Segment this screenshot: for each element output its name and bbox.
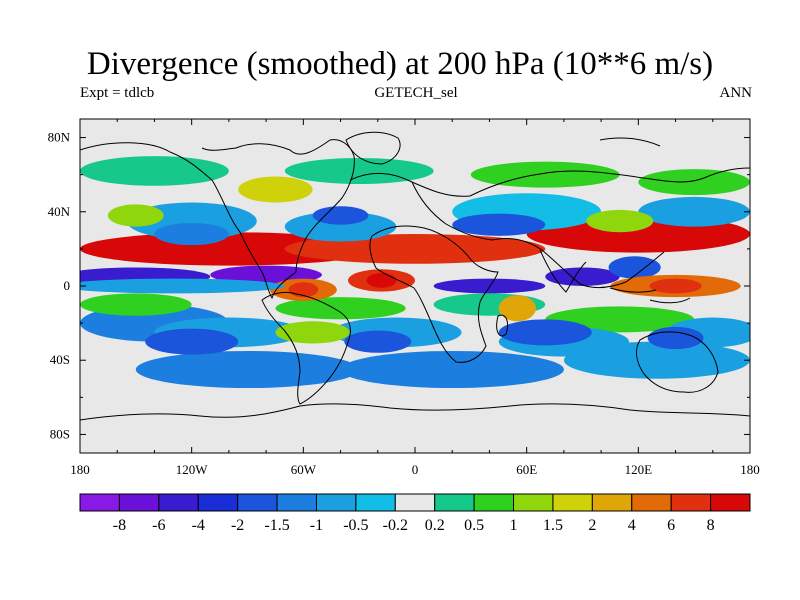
colorbar [79, 493, 751, 512]
colorbar-box [118, 493, 160, 512]
lon-tick-label: 60W [291, 462, 317, 477]
colorbar-level-label: -0.5 [343, 517, 368, 534]
colorbar-level-label: -1.5 [264, 517, 289, 534]
colorbar-box [710, 493, 751, 512]
field-region [145, 328, 239, 355]
colorbar-level-label: 6 [667, 517, 675, 534]
field-region [288, 282, 319, 298]
lat-tick-label: 40S [50, 352, 70, 367]
longitude-labels: 180 120W 60W 0 60E 120E 180 [70, 462, 760, 477]
colorbar-level-label: 0.5 [464, 517, 484, 534]
field-region [107, 204, 164, 227]
lat-tick-label: 0 [64, 278, 71, 293]
experiment-label: Expt = tdlcb [80, 85, 155, 101]
field-region [275, 297, 406, 320]
field-region [135, 350, 360, 389]
field-region [608, 256, 661, 279]
field-region [366, 273, 397, 288]
colorbar-level-label: -4 [192, 517, 205, 534]
lon-tick-label: 120W [176, 462, 209, 477]
colorbar-box [355, 493, 396, 512]
field-region [433, 278, 546, 294]
colorbar-level-label: 0.2 [425, 517, 445, 534]
colorbar-level-label: 1 [510, 517, 518, 534]
colorbar-box [591, 493, 633, 512]
lon-tick-label: 180 [740, 462, 760, 477]
field-region [649, 278, 702, 294]
field-region [284, 234, 546, 264]
field-region [340, 350, 564, 389]
lon-tick-label: 180 [70, 462, 90, 477]
plot-title: Divergence (smoothed) at 200 hPa (10**6 … [86, 46, 714, 82]
field-region [154, 222, 229, 246]
field-region [80, 156, 229, 186]
field-region [284, 211, 397, 242]
colorbar-level-label: -0.2 [383, 517, 408, 534]
field-region [638, 196, 750, 227]
colorbar-box [473, 493, 515, 512]
colorbar-level-label: -6 [152, 517, 165, 534]
field-region [80, 278, 285, 294]
field-region [238, 176, 313, 203]
colorbar-box [513, 493, 554, 512]
colorbar-level-label: -2 [231, 517, 244, 534]
field-region [452, 213, 546, 236]
coastlines [80, 131, 750, 421]
lon-tick-label: 0 [412, 462, 419, 477]
field-region [470, 161, 620, 188]
field-region [80, 293, 192, 316]
colorbar-box [552, 493, 593, 512]
colorbar-box [276, 493, 317, 512]
colorbar-level-label: 2 [588, 517, 596, 534]
axis-ticks [79, 119, 751, 453]
lon-tick-label: 60E [516, 462, 537, 477]
colorbar-level-label: -1 [310, 517, 323, 534]
colorbar-level-label: 4 [628, 517, 636, 534]
field-region [80, 232, 378, 266]
season-label: ANN [719, 85, 753, 101]
lat-tick-label: 80N [48, 130, 71, 145]
lon-tick-label: 120E [625, 462, 653, 477]
colorbar-level-label: -8 [113, 517, 126, 534]
field-region [498, 295, 536, 322]
latitude-labels: 80N 40N 0 40S 80S [48, 130, 71, 442]
field-region [586, 209, 654, 233]
dataset-label: GETECH_sel [374, 85, 458, 101]
field-region [498, 319, 592, 346]
colorbar-box [197, 493, 239, 512]
colorbar-box [158, 493, 199, 512]
field-region [545, 267, 620, 286]
colorbar-labels: -8 -6 -4 -2 -1.5 -1 -0.5 -0.2 0.2 0.5 1 1.5 2 4 6 8 [113, 517, 715, 534]
colorbar-box [631, 493, 672, 512]
field-region [638, 169, 750, 196]
colorbar-level-label: 8 [707, 517, 715, 534]
colorbar-box [394, 493, 436, 512]
colorbar-box [237, 493, 278, 512]
colorbar-box [434, 493, 475, 512]
field-region [344, 330, 412, 353]
colorbar-level-label: 1.5 [543, 517, 563, 534]
divergence-field [80, 156, 750, 389]
lat-tick-label: 40N [48, 204, 71, 219]
colorbar-box [79, 493, 120, 512]
colorbar-box [670, 493, 712, 512]
colorbar-box [315, 493, 357, 512]
field-region [284, 157, 434, 184]
field-region [275, 321, 350, 344]
field-region [312, 206, 369, 225]
lat-tick-label: 80S [50, 426, 70, 441]
